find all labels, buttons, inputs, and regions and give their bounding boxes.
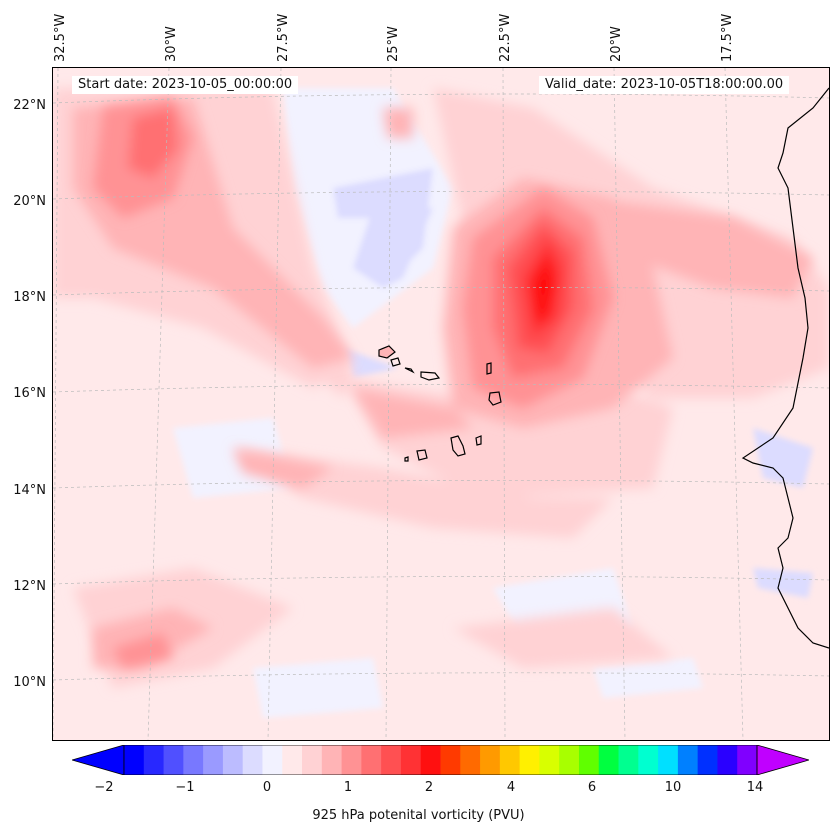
colorbar-tick-10: 10: [664, 780, 682, 795]
cape-verde-island-brava: [404, 456, 409, 462]
colorbar-tick-2: 2: [424, 780, 434, 795]
colorbar-swatch: [440, 745, 461, 775]
colorbar-tick-neg2: −2: [94, 780, 114, 795]
lon-label-25w: 25°W: [386, 26, 401, 62]
lat-label-22n: 22°N: [13, 98, 46, 113]
colorbar-swatch: [302, 745, 323, 775]
lat-label-16n: 16°N: [13, 386, 46, 401]
colorbar-swatch: [539, 745, 560, 775]
coastlines: [378, 87, 829, 649]
pv-contour-map: [53, 68, 829, 740]
colorbar-swatch: [677, 745, 699, 775]
colorbar-swatch: [183, 745, 204, 775]
colorbar-tick-4: 4: [506, 780, 516, 795]
cape-verde-island-boa-vista: [488, 391, 502, 406]
lon-label-32-5w: 32.5°W: [53, 13, 68, 62]
lat-label-14n: 14°N: [13, 483, 46, 498]
map-panel: [52, 67, 830, 741]
colorbar-swatch: [341, 745, 362, 775]
colorbar-tick-0: 0: [262, 780, 272, 795]
colorbar-swatch: [638, 745, 659, 775]
africa-coastline: [741, 87, 829, 649]
lat-label-10n: 10°N: [13, 675, 46, 690]
colorbar-swatch: [143, 745, 165, 775]
colorbar-swatch: [519, 745, 540, 775]
colorbar-swatch: [361, 745, 382, 775]
colorbar-tick-14: 14: [746, 780, 764, 795]
colorbar-swatch: [460, 745, 481, 775]
cape-verde-island-santiago: [450, 435, 466, 457]
colorbar-swatch: [381, 745, 402, 775]
colorbar-swatch: [717, 745, 738, 775]
colorbar-tick-neg1: −1: [175, 780, 195, 795]
colorbar-swatch: [658, 745, 679, 775]
colorbar-tick-1: 1: [343, 780, 353, 795]
colorbar-swatch: [203, 745, 224, 775]
cape-verde-island-santo-antao: [378, 345, 396, 359]
graticule: [53, 68, 829, 740]
lon-label-17-5w: 17.5°W: [720, 13, 735, 62]
colorbar-swatch: [163, 745, 184, 775]
cape-verde-island-sal: [486, 362, 492, 375]
colorbar-swatch: [499, 745, 521, 775]
colorbar-overflow-arrow: [756, 745, 809, 775]
lat-label-18n: 18°N: [13, 290, 46, 305]
negative-pv-areas: [173, 88, 813, 718]
colorbar-swatch: [697, 745, 718, 775]
cape-verde-island-maio: [475, 435, 482, 446]
colorbar-swatch: [321, 745, 343, 775]
colorbar-frame: [123, 745, 758, 775]
colorbar-swatch: [222, 745, 244, 775]
colorbar-swatch: [559, 745, 580, 775]
colorbar-swatch: [262, 745, 283, 775]
lon-label-22-5w: 22.5°W: [498, 13, 513, 62]
lon-label-20w: 20°W: [609, 26, 624, 62]
lon-label-27-5w: 27.5°W: [276, 13, 291, 62]
colorbar-swatch: [618, 745, 639, 775]
colorbar-swatch: [737, 745, 758, 775]
colorbar: [72, 745, 809, 775]
colorbar-tick-6: 6: [587, 780, 597, 795]
colorbar-swatch: [420, 745, 441, 775]
lat-label-12n: 12°N: [13, 579, 46, 594]
cape-verde-island-sao-vicente: [390, 357, 401, 367]
colorbar-swatches: [124, 745, 758, 775]
colorbar-title: 925 hPa potenital vorticity (PVU): [312, 808, 525, 823]
colorbar-swatch: [242, 745, 263, 775]
valid-date-label: Valid_date: 2023-10-05T18:00:00.00: [539, 76, 790, 94]
colorbar-swatch: [480, 745, 501, 775]
lon-label-30w: 30°W: [164, 26, 179, 62]
colorbar-swatch: [578, 745, 600, 775]
cape-verde-island-sao-nicolau: [404, 367, 415, 374]
lat-label-20n: 20°N: [13, 194, 46, 209]
cape-verde-island-santa-luzia: [420, 371, 441, 381]
start-date-label: Start date: 2023-10-05_00:00:00: [72, 76, 299, 94]
colorbar-swatch: [598, 745, 620, 775]
colorbar-swatch: [400, 745, 422, 775]
strong-positive-pv-areas: [93, 98, 613, 668]
colorbar-swatch: [124, 745, 145, 775]
cape-verde-island-fogo: [416, 449, 428, 461]
colorbar-swatch: [282, 745, 303, 775]
colorbar-underflow-arrow: [72, 745, 125, 775]
